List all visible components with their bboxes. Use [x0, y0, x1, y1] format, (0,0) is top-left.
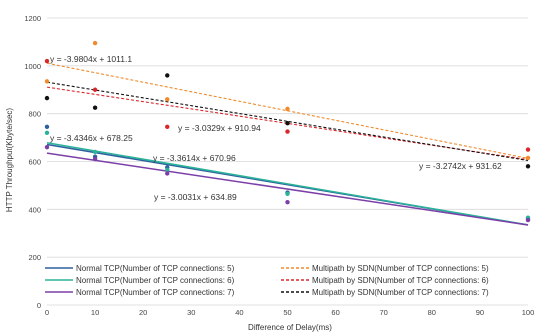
legend-label: Normal TCP(Number of TCP connections: 5) [76, 264, 235, 273]
legend-label: Multipath by SDN(Number of TCP connectio… [312, 264, 489, 273]
legend-item-normal-5: Normal TCP(Number of TCP connections: 5) [45, 264, 235, 273]
x-tick-label: 40 [235, 308, 243, 317]
x-tick-label: 60 [331, 308, 339, 317]
data-point-multipath-7 [92, 105, 98, 110]
trendline-equation-normal-6: y = -3.4346x + 678.25 [50, 133, 133, 143]
x-tick-label: 100 [522, 308, 535, 317]
data-point-normal-5 [44, 124, 50, 130]
data-point-normal-6 [92, 149, 98, 155]
y-tick-label: 800 [28, 110, 41, 119]
x-tick-label: 20 [139, 308, 147, 317]
legend-label: Multipath by SDN(Number of TCP connectio… [312, 276, 489, 285]
trendline-equation-multipath-7: y = -3.2742x + 931.62 [419, 161, 502, 171]
data-points [44, 40, 531, 223]
trendline-normal-7 [46, 152, 529, 226]
legend-item-normal-7: Normal TCP(Number of TCP connections: 7) [45, 288, 235, 297]
legend-item-multipath-7: Multipath by SDN(Number of TCP connectio… [281, 288, 489, 297]
trendline-normal-6 [46, 142, 529, 226]
trendline-equation-normal-5: y = -3.3614x + 670.96 [153, 153, 236, 163]
data-point-normal-7 [92, 156, 98, 162]
x-tick-label: 90 [476, 308, 484, 317]
legend: Normal TCP(Number of TCP connections: 5)… [45, 264, 489, 297]
y-tick-label: 0 [37, 301, 41, 310]
data-point-multipath-6 [525, 147, 531, 152]
x-tick-label: 30 [187, 308, 195, 317]
gridlines [47, 17, 528, 306]
y-tick-label: 200 [28, 253, 41, 262]
legend-label: Multipath by SDN(Number of TCP connectio… [312, 288, 489, 297]
data-point-multipath-7 [285, 121, 290, 126]
y-axis-label: HTTP Throughput(Kbyte/sec) [5, 108, 14, 213]
x-tick-label: 0 [45, 308, 49, 317]
x-tick-label: 50 [283, 308, 291, 317]
data-point-normal-7 [285, 199, 290, 205]
y-tick-label: 1000 [24, 62, 41, 71]
legend-label: Normal TCP(Number of TCP connections: 6) [76, 276, 235, 285]
data-point-multipath-6 [165, 124, 170, 130]
legend-item-normal-6: Normal TCP(Number of TCP connections: 6) [45, 276, 235, 285]
data-point-multipath-7 [44, 95, 50, 101]
y-tick-label: 600 [28, 158, 41, 167]
legend-item-multipath-5: Multipath by SDN(Number of TCP connectio… [281, 264, 489, 273]
tick-labels: 0 200 400 600 800 1000 1200 0 10 20 30 40 50 60 70 80 90… [24, 14, 534, 317]
legend-label: Normal TCP(Number of TCP connections: 7) [76, 288, 235, 297]
legend-item-multipath-6: Multipath by SDN(Number of TCP connectio… [281, 276, 489, 285]
data-point-multipath-5 [285, 106, 290, 112]
trendline-equation-multipath-6: y = -3.0329x + 910.94 [178, 123, 261, 133]
data-point-multipath-5 [44, 79, 50, 84]
data-point-multipath-5 [92, 40, 98, 46]
data-point-normal-7 [525, 217, 531, 223]
trendline-multipath-7 [46, 81, 529, 162]
data-point-normal-6 [44, 130, 50, 135]
data-point-multipath-7 [525, 164, 531, 169]
x-tick-label: 70 [380, 308, 388, 317]
data-point-multipath-6 [92, 87, 98, 92]
data-point-normal-7 [44, 144, 50, 150]
x-tick-label: 80 [428, 308, 436, 317]
data-point-multipath-5 [525, 155, 531, 161]
x-axis-label: Difference of Delay(ms) [248, 323, 332, 332]
data-point-multipath-6 [285, 129, 290, 134]
y-tick-label: 1200 [24, 14, 41, 23]
data-point-multipath-7 [165, 73, 170, 78]
data-point-normal-6 [165, 167, 170, 173]
trendline-equation-multipath-5: y = -3.9804x + 1011.1 [50, 54, 132, 64]
data-point-normal-7 [165, 171, 170, 176]
data-point-multipath-6 [44, 58, 50, 64]
trendline-equation-normal-7: y = -3.0031x + 634.89 [154, 192, 237, 202]
data-point-normal-6 [285, 191, 290, 196]
y-tick-label: 400 [28, 205, 41, 214]
data-point-multipath-5 [165, 97, 170, 102]
x-tick-label: 10 [91, 308, 99, 317]
